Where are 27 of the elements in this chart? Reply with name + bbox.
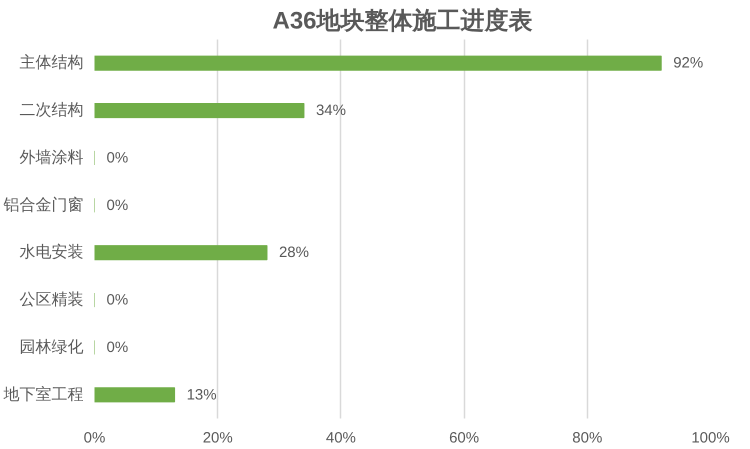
data-label: 92% [673,54,704,72]
x-tick-label: 0% [84,430,106,446]
data-label: 0% [106,196,128,214]
y-tick-label: 铝合金门窗 [2,196,84,214]
x-tick-label: 80% [572,430,602,446]
data-label: 34% [316,102,346,120]
chart-title: A36地块整体施工进度表 [272,8,533,34]
y-tick-label: 外墙涂料 [20,148,84,166]
data-label: 0% [106,149,128,166]
y-tick-label: 二次结构 [20,101,84,120]
x-tick-label: 100% [691,430,730,446]
x-tick-label: 40% [326,430,356,446]
data-label: 0% [106,338,128,356]
x-tick-label: 60% [449,430,480,446]
y-tick-label: 地下室工程 [2,385,84,404]
x-tick-label: 20% [202,430,233,446]
bar [94,387,176,402]
data-label: 13% [186,386,217,404]
data-label: 0% [106,292,128,309]
y-tick-label: 水电安装 [20,243,84,262]
y-tick-label: 主体结构 [20,54,84,72]
bar [94,102,304,118]
y-tick-label: 公区精装 [20,290,84,309]
bar [94,56,662,71]
y-tick-label: 园林绿化 [20,338,84,356]
bar [94,245,268,260]
data-label: 28% [278,244,310,262]
